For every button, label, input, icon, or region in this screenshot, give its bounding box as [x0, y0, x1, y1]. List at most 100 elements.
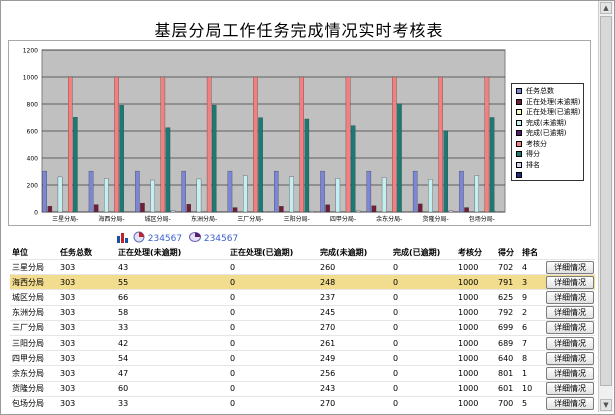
x-tick-label: 海西分局-	[98, 215, 124, 223]
table-cell: 261	[318, 334, 391, 351]
x-tick-label: 城区分局-	[145, 215, 171, 223]
details-button[interactable]: 详细情况	[546, 366, 594, 380]
table-cell: 9	[520, 289, 544, 306]
table-cell: 303	[58, 319, 116, 336]
table-cell: 包场分局	[10, 395, 58, 411]
table-cell: 303	[58, 395, 116, 411]
table-row[interactable]: 余东分局 303 47 0 256 0 1000 801 1 详细情况	[10, 365, 595, 381]
legend-label: 排名	[526, 160, 540, 169]
table-cell: 54	[116, 350, 228, 366]
bar-chart-icon[interactable]	[116, 231, 130, 246]
table-cell: 6	[520, 319, 544, 336]
legend-swatch	[516, 151, 522, 157]
chart-pages-b[interactable]: 234567	[203, 233, 239, 244]
table-row[interactable]: 海西分局 303 55 0 248 0 1000 791 3 详细情况	[10, 274, 595, 290]
bar	[263, 211, 268, 213]
bar	[181, 170, 186, 213]
bar	[345, 76, 351, 213]
scroll-thumb[interactable]	[600, 16, 612, 386]
chart-toolbar: 234567 234567	[116, 231, 242, 246]
table-row[interactable]: 城区分局 303 66 0 237 0 1000 625 9 详细情况	[10, 289, 595, 306]
vertical-scrollbar[interactable]: ▲ ▼	[598, 1, 613, 412]
scroll-up-arrow-icon[interactable]: ▲	[600, 2, 612, 14]
legend-item: 任务总数	[516, 86, 583, 97]
table-cell: 248	[318, 274, 391, 290]
legend-label: 完成(已逾期)	[526, 129, 567, 137]
table-cell: 303	[58, 334, 116, 351]
table-row[interactable]: 三厂分局 303 33 0 270 0 1000 699 6 详细情况	[10, 319, 595, 336]
table-header-cell: 完成(已逾期)	[393, 247, 441, 257]
table-cell: 0	[228, 258, 318, 275]
bar	[335, 178, 341, 213]
bar	[325, 204, 330, 213]
table-cell: 0	[391, 258, 456, 275]
bar	[258, 117, 263, 213]
table-row[interactable]: 三星分局 303 43 0 260 0 1000 702 4 详细情况	[10, 258, 595, 275]
table-cell: 0	[391, 274, 456, 290]
details-button[interactable]: 详细情况	[546, 290, 594, 304]
table-row[interactable]: 包场分局 303 33 0 270 0 1000 700 5 详细情况	[10, 395, 595, 411]
bar	[119, 105, 124, 213]
legend-swatch	[516, 119, 522, 126]
table-cell: 792	[496, 304, 520, 321]
table-cell: 三星分局	[10, 258, 58, 275]
table-cell: 0	[391, 350, 456, 366]
pie-chart-icon[interactable]	[133, 231, 145, 246]
table-cell: 海西分局	[10, 274, 58, 290]
table-header-cell: 得分	[498, 247, 514, 257]
table-cell: 0	[391, 334, 456, 351]
table-cell: 791	[496, 274, 520, 290]
table-cell: 270	[318, 395, 391, 411]
bar	[232, 207, 238, 213]
scroll-down-arrow-icon[interactable]: ▼	[600, 399, 612, 411]
table-row[interactable]: 货隆分局 303 60 0 243 0 1000 601 10 详细情况	[10, 380, 595, 397]
table-cell: 8	[520, 350, 544, 366]
table-cell: 详细情况	[544, 380, 595, 397]
table-cell: 1000	[456, 395, 496, 411]
legend-label: 得分	[526, 150, 540, 158]
legend-swatch	[516, 98, 522, 105]
bar	[135, 170, 140, 213]
bar	[150, 179, 155, 213]
y-tick-label: 1000	[23, 75, 38, 82]
details-button[interactable]: 详细情况	[546, 306, 594, 320]
bar	[170, 210, 176, 213]
bar	[253, 76, 258, 213]
bar	[68, 76, 73, 213]
bar	[484, 76, 490, 213]
details-button[interactable]: 详细情况	[546, 336, 594, 350]
table-cell: 0	[391, 365, 456, 381]
legend-swatch	[516, 172, 522, 178]
table-cell: 详细情况	[544, 319, 595, 336]
details-button[interactable]: 详细情况	[546, 321, 594, 335]
details-button[interactable]: 详细情况	[546, 351, 594, 365]
table-cell: 303	[58, 274, 116, 290]
bar	[88, 170, 94, 213]
table-cell: 0	[228, 365, 318, 381]
table-cell: 1000	[456, 289, 496, 306]
bar	[73, 117, 78, 213]
chart-pages-a[interactable]: 234567	[147, 233, 183, 244]
pie3d-chart-icon[interactable]	[188, 231, 201, 246]
details-button[interactable]: 详细情况	[546, 382, 594, 396]
table-row[interactable]: 东洲分局 303 58 0 245 0 1000 792 2 详细情况	[10, 304, 595, 321]
table-cell: 640	[496, 350, 520, 366]
table-header-cell: 排名	[522, 247, 538, 257]
table-cell: 1000	[456, 258, 496, 275]
details-button[interactable]: 详细情况	[546, 275, 594, 289]
table-cell: 0	[228, 350, 318, 366]
table-cell: 2	[520, 304, 544, 321]
bar	[366, 170, 372, 213]
details-button[interactable]: 详细情况	[546, 397, 594, 411]
bar	[227, 170, 233, 213]
table-row[interactable]: 四甲分局 303 54 0 249 0 1000 640 8 详细情况	[10, 350, 595, 366]
bar	[392, 76, 397, 213]
x-tick-label: 余东分局-	[376, 215, 402, 223]
details-button[interactable]: 详细情况	[546, 260, 594, 274]
table-cell: 0	[391, 319, 456, 336]
x-tick-label: 货隆分局-	[422, 215, 448, 223]
table-row[interactable]: 三阳分局 303 42 0 261 0 1000 689 7 详细情况	[10, 334, 595, 351]
y-tick-label: 0	[34, 210, 38, 217]
table-cell: 详细情况	[544, 289, 595, 306]
table-cell: 260	[318, 258, 391, 275]
